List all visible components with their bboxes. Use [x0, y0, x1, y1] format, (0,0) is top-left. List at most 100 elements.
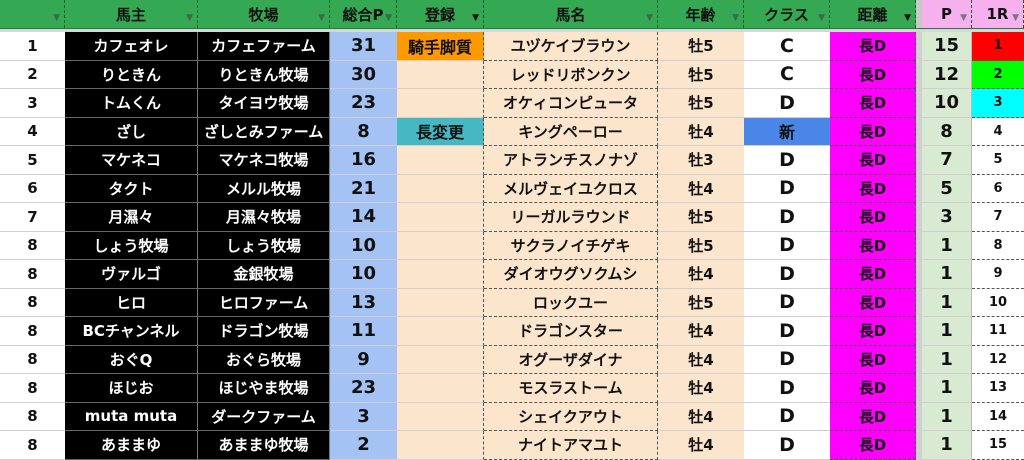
filter-icon[interactable]: ▼ — [732, 13, 739, 23]
r1-cell[interactable]: 4 — [972, 117, 1024, 146]
registration-cell[interactable]: 長変更 — [397, 117, 484, 146]
distance-cell[interactable]: 長D — [830, 203, 916, 232]
age-cell[interactable]: 牡4 — [658, 374, 744, 403]
farm-cell[interactable]: あままゆ牧場 — [198, 431, 330, 460]
header-total-p[interactable]: 総合P ▼ — [330, 0, 397, 28]
owner-cell[interactable]: トムくん — [65, 89, 198, 118]
p-cell[interactable]: 15 — [922, 32, 972, 61]
owner-cell[interactable]: ヴァルゴ — [65, 260, 198, 289]
class-cell[interactable]: D — [744, 174, 830, 203]
p-cell[interactable]: 7 — [922, 146, 972, 175]
registration-cell[interactable] — [397, 231, 484, 260]
total-p-cell[interactable]: 2 — [330, 431, 397, 460]
horse-name-cell[interactable]: モスラストーム — [484, 374, 658, 403]
horse-name-cell[interactable]: ドラゴンスター — [484, 317, 658, 346]
p-cell[interactable]: 1 — [922, 288, 972, 317]
owner-cell[interactable]: タクト — [65, 174, 198, 203]
farm-cell[interactable]: しょう牧場 — [198, 231, 330, 260]
registration-cell[interactable] — [397, 317, 484, 346]
rank-cell[interactable]: 8 — [0, 231, 65, 260]
distance-cell[interactable]: 長D — [830, 231, 916, 260]
owner-cell[interactable]: あままゆ — [65, 431, 198, 460]
horse-name-cell[interactable]: メルヴェイユクロス — [484, 174, 658, 203]
header-class[interactable]: クラス ▼ — [744, 0, 830, 28]
registration-cell[interactable] — [397, 431, 484, 460]
farm-cell[interactable]: ドラゴン牧場 — [198, 317, 330, 346]
owner-cell[interactable]: カフェオレ — [65, 32, 198, 61]
total-p-cell[interactable]: 31 — [330, 32, 397, 61]
p-cell[interactable]: 12 — [922, 60, 972, 89]
r1-cell[interactable]: 9 — [972, 260, 1024, 289]
class-cell[interactable]: C — [744, 32, 830, 61]
total-p-cell[interactable]: 21 — [330, 174, 397, 203]
owner-cell[interactable]: しょう牧場 — [65, 231, 198, 260]
distance-cell[interactable]: 長D — [830, 89, 916, 118]
age-cell[interactable]: 牡4 — [658, 402, 744, 431]
age-cell[interactable]: 牡5 — [658, 89, 744, 118]
class-cell[interactable]: C — [744, 60, 830, 89]
farm-cell[interactable]: おぐら牧場 — [198, 345, 330, 374]
filter-active-icon[interactable]: ▼ — [472, 13, 479, 23]
r1-cell[interactable]: 10 — [972, 288, 1024, 317]
rank-cell[interactable]: 8 — [0, 260, 65, 289]
owner-cell[interactable]: muta muta — [65, 402, 198, 431]
horse-name-cell[interactable]: オグーザダイナ — [484, 345, 658, 374]
class-cell[interactable]: D — [744, 89, 830, 118]
class-cell[interactable]: D — [744, 260, 830, 289]
filter-icon[interactable]: ▼ — [818, 13, 825, 23]
registration-cell[interactable] — [397, 260, 484, 289]
class-cell[interactable]: D — [744, 317, 830, 346]
r1-cell[interactable]: 14 — [972, 402, 1024, 431]
owner-cell[interactable]: 月濕々 — [65, 203, 198, 232]
class-cell[interactable]: D — [744, 288, 830, 317]
filter-icon[interactable]: ▼ — [318, 13, 325, 23]
p-cell[interactable]: 1 — [922, 317, 972, 346]
class-cell[interactable]: D — [744, 402, 830, 431]
total-p-cell[interactable]: 14 — [330, 203, 397, 232]
distance-cell[interactable]: 長D — [830, 174, 916, 203]
rank-cell[interactable]: 8 — [0, 317, 65, 346]
farm-cell[interactable]: タイヨウ牧場 — [198, 89, 330, 118]
class-cell[interactable]: D — [744, 231, 830, 260]
owner-cell[interactable]: りときん — [65, 60, 198, 89]
total-p-cell[interactable]: 3 — [330, 402, 397, 431]
rank-cell[interactable]: 6 — [0, 174, 65, 203]
owner-cell[interactable]: マケネコ — [65, 146, 198, 175]
filter-active-icon[interactable]: ▼ — [904, 13, 911, 23]
age-cell[interactable]: 牡4 — [658, 174, 744, 203]
farm-cell[interactable]: ダークファーム — [198, 402, 330, 431]
total-p-cell[interactable]: 16 — [330, 146, 397, 175]
age-cell[interactable]: 牡5 — [658, 60, 744, 89]
age-cell[interactable]: 牡4 — [658, 345, 744, 374]
total-p-cell[interactable]: 11 — [330, 317, 397, 346]
header-distance[interactable]: 距離 ▼ — [830, 0, 916, 28]
farm-cell[interactable]: りときん牧場 — [198, 60, 330, 89]
rank-cell[interactable]: 7 — [0, 203, 65, 232]
horse-name-cell[interactable]: リーガルラウンド — [484, 203, 658, 232]
registration-cell[interactable] — [397, 374, 484, 403]
horse-name-cell[interactable]: アトランチスノナゾ — [484, 146, 658, 175]
p-cell[interactable]: 1 — [922, 431, 972, 460]
p-cell[interactable]: 1 — [922, 374, 972, 403]
owner-cell[interactable]: ざし — [65, 117, 198, 146]
distance-cell[interactable]: 長D — [830, 288, 916, 317]
horse-name-cell[interactable]: ダイオウグソクムシ — [484, 260, 658, 289]
class-cell[interactable]: D — [744, 374, 830, 403]
registration-cell[interactable] — [397, 402, 484, 431]
age-cell[interactable]: 牡5 — [658, 231, 744, 260]
r1-cell[interactable]: 2 — [972, 60, 1024, 89]
registration-cell[interactable] — [397, 89, 484, 118]
class-cell[interactable]: 新 — [744, 117, 830, 146]
r1-cell[interactable]: 6 — [972, 174, 1024, 203]
horse-name-cell[interactable]: ユヅケイブラウン — [484, 32, 658, 61]
age-cell[interactable]: 牡4 — [658, 260, 744, 289]
rank-cell[interactable]: 1 — [0, 32, 65, 61]
r1-cell[interactable]: 11 — [972, 317, 1024, 346]
farm-cell[interactable]: 月濕々牧場 — [198, 203, 330, 232]
farm-cell[interactable]: 金銀牧場 — [198, 260, 330, 289]
owner-cell[interactable]: ほじお — [65, 374, 198, 403]
filter-icon[interactable]: ▼ — [646, 13, 653, 23]
class-cell[interactable]: D — [744, 431, 830, 460]
rank-cell[interactable]: 8 — [0, 402, 65, 431]
filter-icon[interactable]: ▼ — [53, 13, 60, 23]
